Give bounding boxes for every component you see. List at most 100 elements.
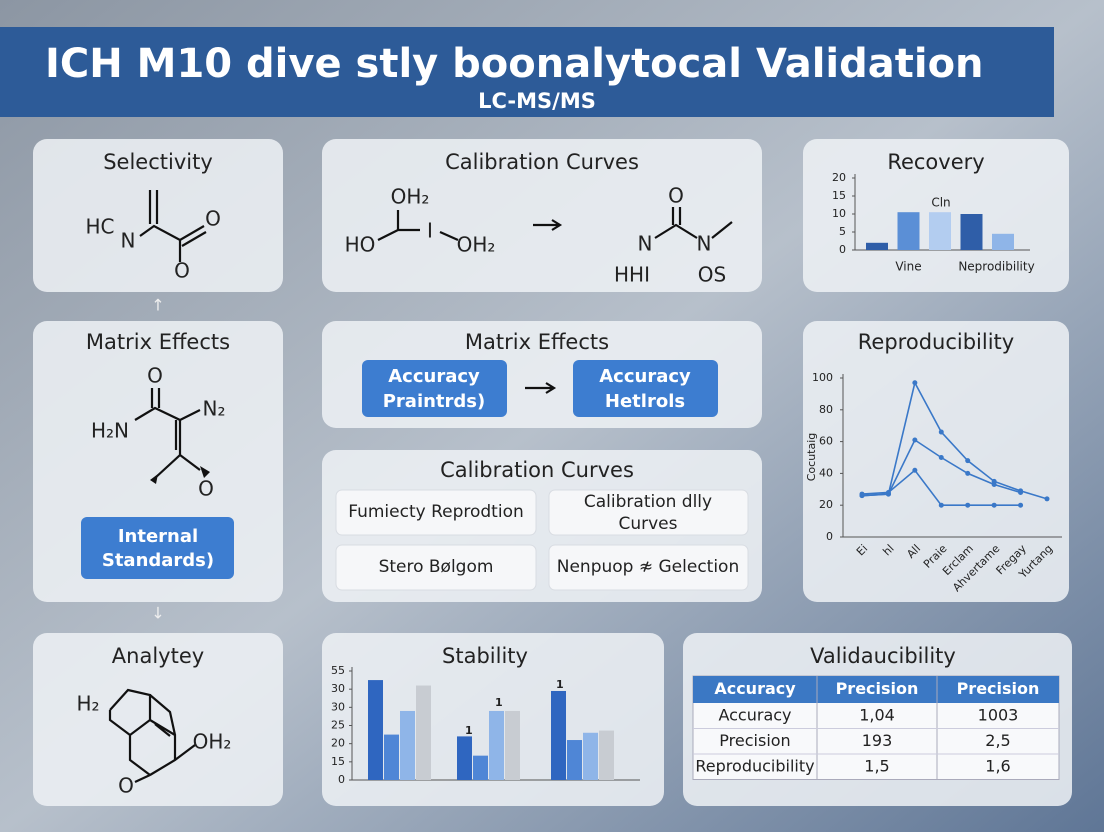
bar <box>929 212 951 250</box>
panel-title: Analytey <box>112 644 204 668</box>
atom: OH₂ <box>457 233 496 257</box>
y-tick-label: 20 <box>331 737 345 750</box>
bar <box>489 710 504 780</box>
atom: HHI <box>614 263 650 287</box>
point <box>938 455 944 460</box>
bar <box>505 710 520 780</box>
cell: 1,5 <box>864 756 889 775</box>
bar <box>897 212 920 250</box>
atom: N₂ <box>203 397 226 421</box>
atom: H₂ <box>76 692 99 716</box>
atom: OS <box>698 263 726 287</box>
cell: 193 <box>862 731 893 750</box>
panel-title: Recovery <box>887 150 984 174</box>
bar <box>567 740 582 780</box>
point <box>1018 489 1024 495</box>
atom: HO <box>345 233 376 257</box>
cell-label: Fumiecty Reprodtion <box>348 502 524 522</box>
point <box>1018 502 1024 508</box>
panel-title: Matrix Effects <box>465 330 609 354</box>
point <box>912 437 918 443</box>
table-header <box>693 676 1059 703</box>
y-tick-label: 20 <box>832 171 846 184</box>
cell: 1,04 <box>859 705 895 724</box>
point <box>1044 496 1050 502</box>
y-tick-label: 0 <box>839 243 846 256</box>
bar <box>551 690 566 780</box>
box <box>573 360 718 417</box>
button-label: Standards) <box>102 550 214 571</box>
panel-title: Calibration Curves <box>440 458 634 482</box>
cell-label: Calibration dlly <box>584 492 712 512</box>
button-label: Internal <box>118 526 198 547</box>
y-tick-label: 0 <box>338 773 345 786</box>
panel-title: Reproducibility <box>858 330 1014 354</box>
bar <box>599 730 614 780</box>
atom: O <box>118 774 134 798</box>
y-tick-label: 20 <box>819 498 833 511</box>
bar <box>416 685 431 780</box>
point <box>912 467 918 473</box>
y-tick-label: 30 <box>331 700 345 713</box>
atom: OH₂ <box>193 730 232 754</box>
arrow: ↓ <box>151 604 164 623</box>
atom: N <box>697 232 712 256</box>
x-tick-label: Neprodibility <box>958 260 1034 274</box>
atom: N <box>121 229 136 253</box>
structure <box>377 207 733 242</box>
panel <box>33 633 283 806</box>
y-tick-label: 80 <box>819 403 833 416</box>
structure <box>134 388 201 479</box>
bar <box>457 736 472 780</box>
point <box>991 502 997 508</box>
title: ICH M10 dive stly boonalytocal Validatio… <box>45 41 984 87</box>
atom: N <box>638 232 653 256</box>
annotation: 1 <box>495 696 503 709</box>
panel <box>803 321 1069 602</box>
button <box>81 517 234 579</box>
panel-title: Calibration Curves <box>445 150 639 174</box>
panel-title: Selectivity <box>103 150 213 174</box>
y-tick-label: 100 <box>812 371 833 384</box>
header-cell: Accuracy <box>714 679 796 698</box>
point <box>885 489 891 495</box>
atom: HC <box>85 215 114 239</box>
box <box>362 360 507 417</box>
y-tick-label: 25 <box>331 719 345 732</box>
point <box>859 491 865 497</box>
cell: Accuracy <box>718 705 791 724</box>
bar <box>400 710 415 780</box>
atom: O <box>205 207 221 231</box>
point <box>965 458 971 464</box>
header-cell: Precision <box>957 679 1040 698</box>
y-tick-label: 30 <box>331 682 345 695</box>
atom: O <box>668 184 684 208</box>
bar <box>384 734 399 780</box>
bar <box>583 732 598 780</box>
point <box>912 380 918 386</box>
header-bar <box>0 27 1054 117</box>
point <box>938 502 944 508</box>
y-tick-label: 15 <box>331 755 345 768</box>
cell: 1,6 <box>985 756 1010 775</box>
panel-title: Matrix Effects <box>86 330 230 354</box>
bar <box>473 755 488 780</box>
y-tick-label: 15 <box>832 189 846 202</box>
box-label: Hetlrols <box>605 391 685 412</box>
atom: I <box>427 219 433 243</box>
atom: O <box>174 259 190 283</box>
box-label: Accuracy <box>599 366 691 387</box>
cell-label: Stero Bølgom <box>379 557 494 577</box>
cell: 2,5 <box>985 731 1010 750</box>
panel <box>322 139 762 292</box>
bar <box>960 214 983 250</box>
annotation: 1 <box>465 724 473 737</box>
point <box>965 502 971 508</box>
atom: H₂N <box>91 419 129 443</box>
box-label: Praintrds) <box>383 391 486 412</box>
header-cell: Precision <box>836 679 919 698</box>
cell <box>548 489 749 536</box>
atom: O <box>147 364 163 388</box>
